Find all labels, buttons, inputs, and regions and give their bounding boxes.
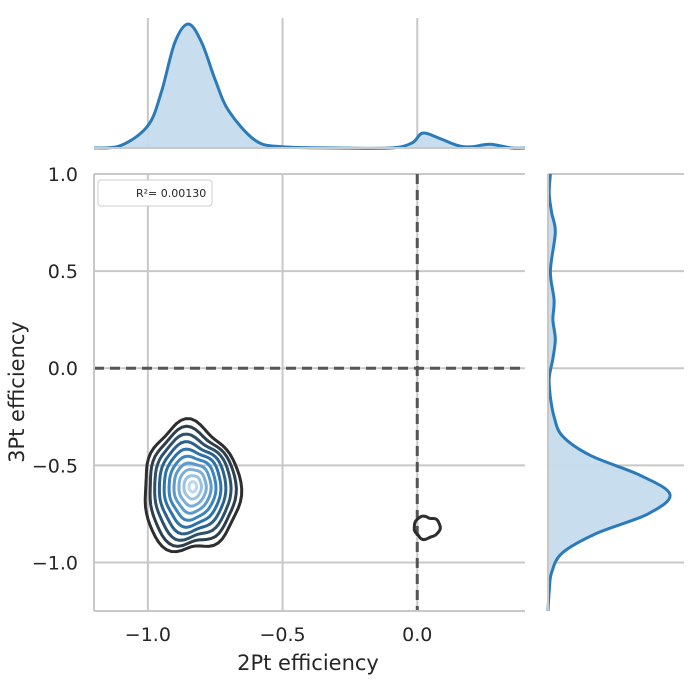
kde-contours — [143, 417, 442, 554]
y-tick-labels: 1.0 0.5 0.0 −0.5 −1.0 — [32, 164, 78, 574]
x-tick-label-1: −0.5 — [259, 624, 305, 646]
y-tick-label-3: −0.5 — [32, 455, 78, 477]
contour-main-5 — [167, 454, 218, 522]
y-tick-label-4: −1.0 — [32, 552, 78, 574]
x-tick-labels: −1.0 −0.5 0.0 — [125, 624, 433, 646]
x-axis-title: 2Pt efficiency — [237, 651, 379, 675]
contour-main-4 — [162, 447, 223, 529]
y-tick-label-2: 0.0 — [48, 358, 78, 380]
legend: R²= 0.00130 — [97, 179, 213, 207]
marginal-y-density-fill — [548, 174, 671, 611]
contour-main-3 — [157, 440, 228, 536]
marginal-x-density-fill — [94, 24, 525, 149]
y-tick-label-1: 0.5 — [48, 261, 78, 283]
marginal-x-panel — [93, 18, 526, 150]
contour-main-0 — [143, 417, 244, 554]
main-grid — [94, 173, 525, 611]
marginal-y-panel — [546, 173, 684, 612]
marginal-y-density-line — [546, 173, 672, 612]
y-tick-label-0: 1.0 — [48, 164, 78, 186]
marginal-x-density-line — [93, 22, 526, 150]
main-plot-panel: −1.0 −0.5 0.0 1.0 0.5 0.0 −0.5 −1.0 R²= 0.0013… — [5, 164, 525, 675]
y-axis-title: 3Pt efficiency — [5, 321, 29, 463]
contour-main-7 — [177, 468, 208, 508]
contour-main-6 — [172, 461, 213, 515]
contour-main-9 — [187, 480, 199, 494]
legend-label: R²= 0.00130 — [136, 187, 206, 200]
contour-secondary-0 — [412, 514, 442, 542]
contour-main-1 — [148, 424, 238, 548]
x-tick-label-0: −1.0 — [125, 624, 171, 646]
marginal-y-grid — [548, 173, 684, 564]
contour-main-8 — [182, 474, 204, 501]
contour-main-2 — [153, 432, 233, 542]
x-tick-label-2: 0.0 — [402, 624, 432, 646]
legend-box — [97, 179, 213, 207]
